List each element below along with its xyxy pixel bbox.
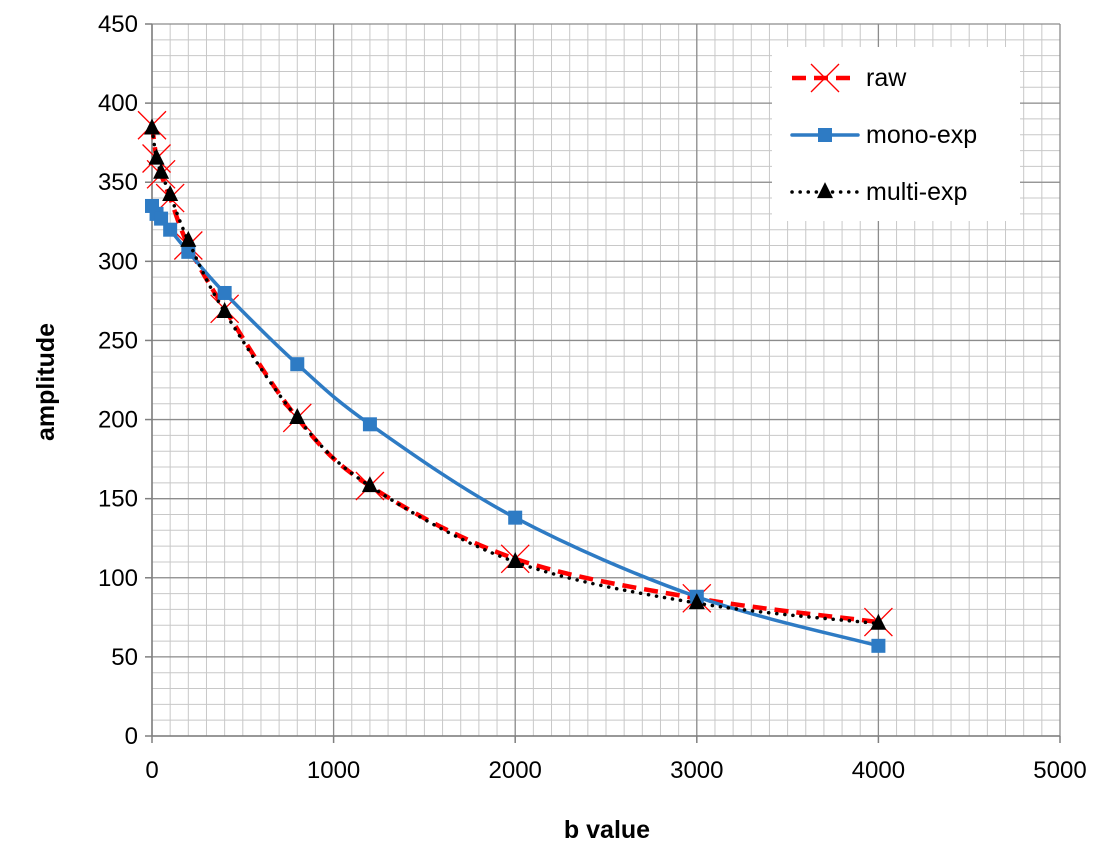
x-tick-label: 4000	[852, 757, 905, 784]
data-point-multi-exp	[870, 613, 887, 630]
data-point-multi-exp	[153, 162, 170, 179]
y-tick-label: 150	[98, 486, 138, 513]
legend-swatch-multi-exp	[790, 182, 860, 199]
y-tick-label: 50	[111, 644, 138, 671]
y-tick-label: 0	[125, 723, 138, 750]
legend-swatch-raw	[792, 63, 858, 93]
data-point-mono-exp	[871, 638, 886, 653]
legend: raw mono-exp multi-exp	[772, 47, 1020, 221]
x-tick-label: 0	[145, 757, 158, 784]
legend-label-multi-exp: multi-exp	[866, 178, 967, 206]
legend-swatch-mono-exp	[790, 128, 860, 142]
data-point-multi-exp	[144, 118, 160, 135]
data-point-mono-exp	[163, 222, 178, 237]
data-point-multi-exp	[289, 408, 306, 425]
data-point-mono-exp	[217, 285, 232, 300]
x-tick-label: 3000	[670, 757, 723, 784]
data-point-mono-exp	[290, 357, 305, 372]
tick-labels: 0 1000 2000 3000 4000 5000 0 50 100 150 200 250 300 3…	[98, 11, 1087, 784]
y-tick-label: 100	[98, 565, 138, 592]
x-axis-title: b value	[564, 816, 650, 844]
series-multi-exp	[144, 118, 887, 630]
x-tick-label: 2000	[489, 757, 542, 784]
y-tick-label: 450	[98, 11, 138, 38]
x-tick-label: 1000	[307, 757, 360, 784]
data-point-multi-exp	[216, 302, 233, 319]
data-point-multi-exp	[507, 552, 524, 569]
legend-item-raw: raw	[792, 63, 907, 93]
data-point-multi-exp	[180, 230, 197, 247]
data-point-multi-exp	[688, 593, 705, 610]
data-point-multi-exp	[361, 476, 378, 493]
legend-item-multi-exp: multi-exp	[790, 178, 967, 206]
y-tick-label: 250	[98, 327, 138, 354]
legend-item-mono-exp: mono-exp	[790, 121, 977, 149]
data-point-mono-exp	[362, 417, 377, 432]
legend-label-mono-exp: mono-exp	[866, 121, 977, 149]
legend-marker-multi-exp	[817, 182, 833, 199]
data-point-multi-exp	[162, 184, 179, 201]
legend-marker-mono-exp	[818, 128, 832, 142]
data-point-mono-exp	[154, 211, 169, 226]
legend-marker-raw	[810, 63, 840, 93]
y-tick-label: 400	[98, 90, 138, 117]
y-axis-title: amplitude	[32, 323, 60, 441]
x-tick-label: 5000	[1033, 757, 1086, 784]
series-layer	[137, 110, 893, 653]
data-point-multi-exp	[148, 148, 165, 165]
data-point-mono-exp	[508, 510, 523, 525]
axes	[145, 23, 1061, 743]
legend-label-raw: raw	[866, 64, 907, 92]
y-tick-label: 300	[98, 248, 138, 275]
marker-stroke	[810, 63, 840, 93]
data-point-mono-exp	[181, 244, 196, 259]
y-tick-label: 350	[98, 169, 138, 196]
y-tick-label: 200	[98, 407, 138, 434]
